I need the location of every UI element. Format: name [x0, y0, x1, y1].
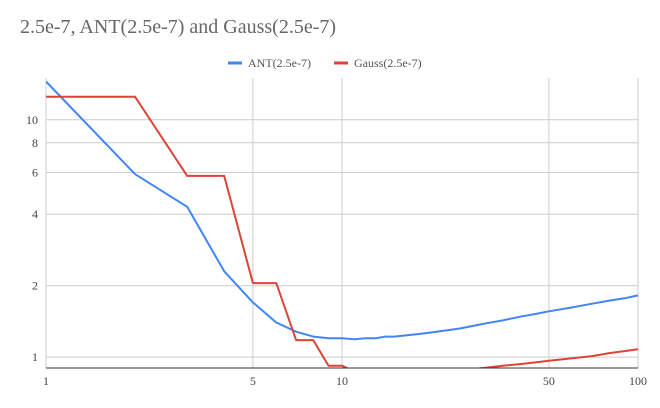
- legend-label-ant: ANT(2.5e-7): [248, 56, 311, 70]
- x-tick-label: 100: [629, 374, 647, 388]
- y-tick-label: 2: [32, 279, 38, 293]
- y-tick-label: 8: [32, 136, 38, 150]
- y-tick-label: 6: [32, 165, 38, 179]
- legend-label-gauss: Gauss(2.5e-7): [354, 56, 422, 70]
- x-tick-label: 50: [543, 374, 555, 388]
- y-tick-label: 10: [26, 113, 38, 127]
- chart-title: 2.5e-7, ANT(2.5e-7) and Gauss(2.5e-7): [20, 16, 337, 38]
- series-layer: [46, 80, 639, 368]
- gridlines: [45, 78, 639, 368]
- y-tick-label: 4: [32, 207, 38, 221]
- y-tick-label: 1: [32, 350, 38, 364]
- series-line-ant: [46, 80, 639, 341]
- x-tick-label: 5: [250, 374, 256, 388]
- legend: ANT(2.5e-7) Gauss(2.5e-7): [228, 56, 422, 70]
- series-line-gauss: [46, 95, 639, 368]
- x-tick-label: 10: [336, 374, 348, 388]
- tick-labels: 1 2 4 6 8 10 1 5 10 50 100: [26, 113, 647, 388]
- x-tick-label: 1: [43, 374, 49, 388]
